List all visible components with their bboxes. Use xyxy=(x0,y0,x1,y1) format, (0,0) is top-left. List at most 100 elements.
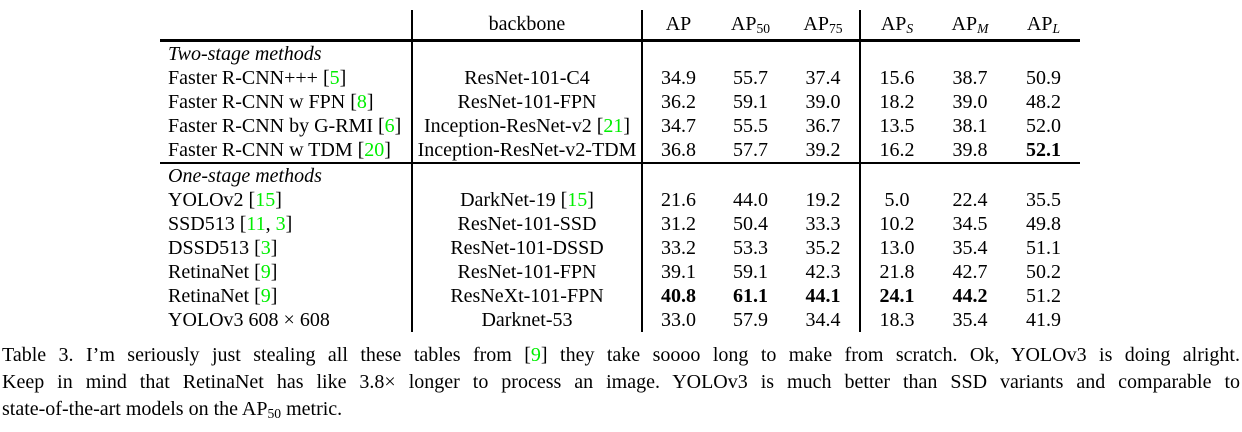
metric-cell: 51.2 xyxy=(1026,284,1061,307)
header-aps: APS xyxy=(860,10,933,42)
method-cell: Faster R-CNN w TDM [20] xyxy=(160,138,413,163)
table-row: Faster R-CNN w TDM [20] Inception-ResNet… xyxy=(160,138,1080,163)
caption-line-3: state-of-the-art models on the AP50 metr… xyxy=(2,398,343,421)
metric-cell: 34.9 xyxy=(661,66,696,89)
table-row: SSD513 [11, 3] ResNet-101-SSD 31.2 50.4 … xyxy=(160,212,1080,236)
header-aps-base: AP xyxy=(880,12,907,35)
citation-ref[interactable]: 5 xyxy=(329,66,340,89)
header-apm-base: AP xyxy=(951,12,978,35)
table-row: RetinaNet [9] ResNeXt-101-FPN 40.8 61.1 … xyxy=(160,284,1080,308)
method-cell: SSD513 [11, 3] xyxy=(160,212,413,236)
backbone-cell: Darknet-53 xyxy=(412,308,643,332)
table-row: YOLOv2 [15] DarkNet-19 [15] 21.6 44.0 19… xyxy=(160,188,1080,212)
metric-cell: 18.2 xyxy=(879,90,915,113)
metric-cell: 37.4 xyxy=(787,66,861,90)
method-cell: Faster R-CNN+++ [5] xyxy=(160,66,413,90)
citation-ref[interactable]: 15 xyxy=(567,188,588,211)
header-ap75-sub: 75 xyxy=(828,20,843,36)
header-apm-sub: M xyxy=(977,20,989,36)
metric-cell: 61.1 xyxy=(733,284,768,307)
metric-cell: 33.3 xyxy=(787,212,861,236)
citation-ref[interactable]: 11 xyxy=(246,212,266,235)
metric-cell: 36.7 xyxy=(787,114,861,138)
metric-cell: 39.0 xyxy=(787,90,861,114)
citation-ref[interactable]: 8 xyxy=(356,90,367,113)
backbone-cell: DarkNet-19 [15] xyxy=(412,188,643,212)
header-method-empty xyxy=(160,10,413,42)
metric-cell: 39.2 xyxy=(787,138,861,163)
metric-cell: 42.3 xyxy=(787,260,861,284)
metric-cell: 22.4 xyxy=(952,188,988,211)
metric-cell: 40.8 xyxy=(661,284,696,307)
metric-cell: 15.6 xyxy=(879,66,915,89)
method-cell: RetinaNet [9] xyxy=(160,260,413,284)
table-row: Faster R-CNN w FPN [8] ResNet-101-FPN 36… xyxy=(160,90,1080,114)
metric-cell: 50.2 xyxy=(1026,260,1061,283)
citation-ref[interactable]: 9 xyxy=(260,260,271,283)
table-row: Faster R-CNN+++ [5] ResNet-101-C4 34.9 5… xyxy=(160,66,1080,90)
metric-cell: 33.2 xyxy=(661,236,696,259)
citation-ref[interactable]: 3 xyxy=(275,212,286,235)
metric-cell: 41.9 xyxy=(1026,308,1061,331)
citation-ref[interactable]: 15 xyxy=(255,188,276,211)
section-label: One-stage methods xyxy=(160,162,413,188)
header-apl: APL xyxy=(1007,10,1080,42)
metric-cell: 55.7 xyxy=(733,66,768,89)
metric-cell: 36.2 xyxy=(661,90,696,113)
metric-cell: 35.2 xyxy=(787,236,861,260)
citation-ref[interactable]: 9 xyxy=(530,344,541,366)
method-cell: Faster R-CNN w FPN [8] xyxy=(160,90,413,114)
metric-cell: 59.1 xyxy=(733,90,768,113)
metric-cell: 38.1 xyxy=(952,114,988,137)
metric-cell: 24.1 xyxy=(879,284,915,307)
backbone-cell: ResNet-101-FPN xyxy=(412,260,643,284)
table-row: YOLOv3 608 × 608 Darknet-53 33.0 57.9 34… xyxy=(160,308,1080,332)
header-backbone: backbone xyxy=(412,10,643,42)
metric-cell: 53.3 xyxy=(733,236,768,259)
metric-cell: 42.7 xyxy=(952,260,988,283)
metric-cell: 52.1 xyxy=(1026,138,1061,161)
metric-cell: 57.7 xyxy=(733,138,768,161)
section-row-one-stage: One-stage methods xyxy=(160,162,1080,188)
citation-ref[interactable]: 21 xyxy=(603,114,624,137)
method-cell: YOLOv3 608 × 608 xyxy=(160,308,413,332)
backbone-cell: Inception-ResNet-v2-TDM xyxy=(412,138,643,163)
metric-cell: 52.0 xyxy=(1026,114,1061,137)
metric-cell: 44.0 xyxy=(733,188,768,211)
metric-cell: 49.8 xyxy=(1026,212,1061,235)
metric-cell: 33.0 xyxy=(661,308,696,331)
metric-cell: 59.1 xyxy=(733,260,768,283)
metric-cell: 19.2 xyxy=(787,188,861,212)
backbone-cell: ResNet-101-FPN xyxy=(412,90,643,114)
header-apl-sub: L xyxy=(1052,20,1061,36)
citation-ref[interactable]: 3 xyxy=(260,236,271,259)
metric-cell: 48.2 xyxy=(1026,90,1061,113)
metric-cell: 44.1 xyxy=(787,284,861,308)
metric-cell: 13.5 xyxy=(879,114,915,137)
citation-ref[interactable]: 9 xyxy=(260,284,271,307)
metric-cell: 44.2 xyxy=(952,284,988,307)
table-row: Faster R-CNN by G-RMI [6] Inception-ResN… xyxy=(160,114,1080,138)
metric-cell: 35.4 xyxy=(952,308,988,331)
section-label: Two-stage methods xyxy=(160,40,413,66)
table-3-container: backbone AP AP50 AP75 APS APM APL Two-st… xyxy=(160,10,1081,332)
metric-cell: 13.0 xyxy=(879,236,915,259)
citation-ref[interactable]: 6 xyxy=(384,114,395,137)
metric-cell: 50.9 xyxy=(1026,66,1061,89)
citation-ref[interactable]: 20 xyxy=(364,138,385,161)
method-cell: DSSD513 [3] xyxy=(160,236,413,260)
header-ap75-base: AP xyxy=(803,12,829,35)
header-aps-sub: S xyxy=(906,20,914,36)
metric-cell: 21.6 xyxy=(661,188,696,211)
caption-line-2: Keep in mind that RetinaNet has like 3.8… xyxy=(2,371,1240,393)
metric-cell: 34.4 xyxy=(787,308,861,332)
metric-cell: 55.5 xyxy=(733,114,768,137)
method-cell: Faster R-CNN by G-RMI [6] xyxy=(160,114,413,138)
method-cell: RetinaNet [9] xyxy=(160,284,413,308)
header-ap50: AP50 xyxy=(714,10,787,42)
metric-cell: 50.4 xyxy=(733,212,768,235)
header-ap50-base: AP xyxy=(730,12,757,35)
method-cell: YOLOv2 [15] xyxy=(160,188,413,212)
caption-line-1: Table 3. I’m seriously just stealing all… xyxy=(2,344,1240,366)
header-row: backbone AP AP50 AP75 APS APM APL xyxy=(160,10,1080,42)
